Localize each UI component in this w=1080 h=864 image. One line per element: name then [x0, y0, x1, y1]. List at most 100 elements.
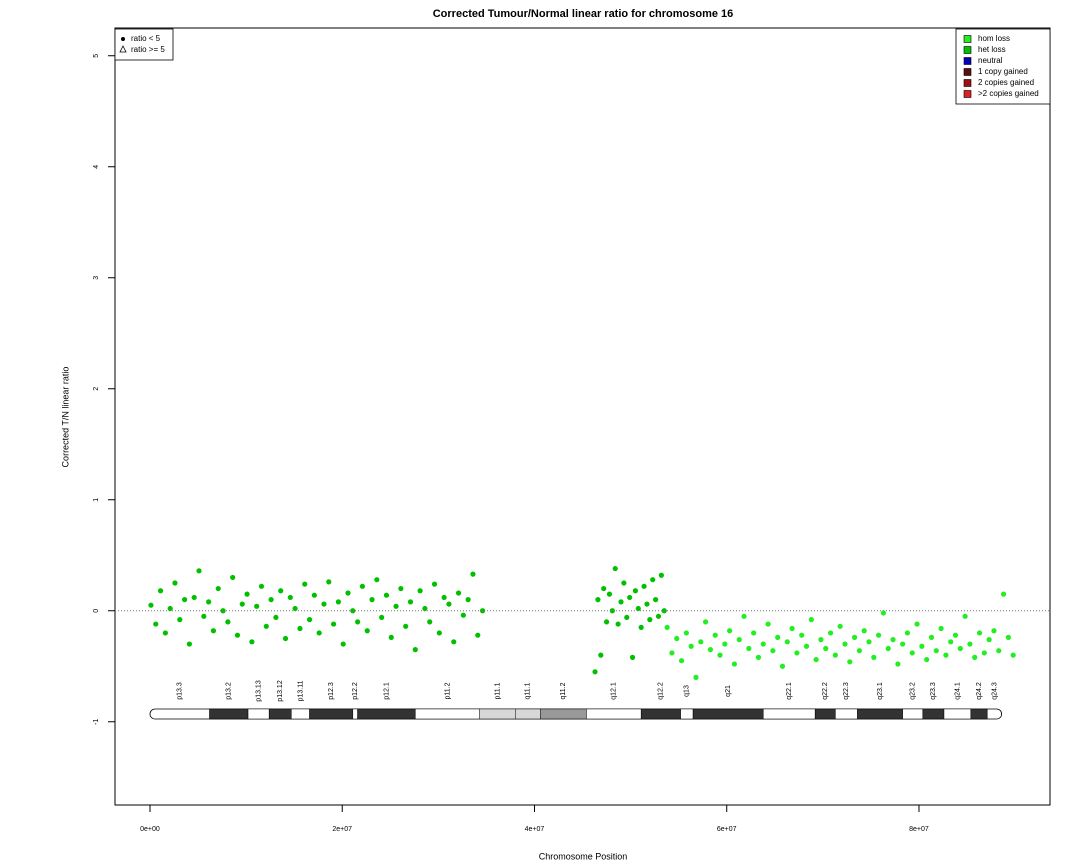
band-label: p13.12 [277, 680, 284, 702]
data-point [225, 619, 231, 625]
x-axis-label: Chromosome Position [539, 851, 628, 861]
band-label: p13.2 [226, 682, 233, 700]
data-point [330, 621, 337, 627]
data-point [900, 641, 906, 647]
data-point [383, 592, 390, 598]
ideogram-band [943, 708, 972, 720]
data-point [876, 632, 882, 638]
data-point [702, 619, 709, 625]
band-label: p12.1 [383, 682, 390, 700]
data-point [403, 623, 409, 629]
data-point [904, 630, 911, 636]
data-point [186, 641, 193, 647]
y-tick-label: 4 [93, 165, 100, 169]
data-point [856, 648, 862, 654]
y-tick-label: 0 [93, 609, 100, 613]
data-point [612, 565, 618, 572]
data-point [731, 661, 738, 667]
data-point [273, 614, 279, 621]
data-point [427, 619, 433, 625]
data-point [678, 658, 685, 664]
data-point [335, 599, 341, 605]
data-point [996, 648, 1002, 654]
data-point [813, 656, 819, 663]
ideogram-band [540, 708, 587, 720]
ideogram-band [209, 708, 249, 720]
data-point [374, 577, 380, 583]
data-point [282, 635, 289, 642]
band-label: q24.1 [954, 682, 961, 700]
data-point [669, 650, 675, 656]
legend-label: 2 copies gained [978, 78, 1034, 87]
data-point [417, 588, 423, 594]
data-point [688, 643, 694, 649]
data-point [647, 617, 653, 623]
legend-swatch [963, 79, 972, 87]
data-point [644, 601, 650, 607]
data-point [191, 594, 197, 601]
data-point [938, 625, 944, 632]
data-point [398, 585, 404, 592]
data-point [655, 613, 662, 619]
data-point [914, 621, 920, 627]
data-point [479, 608, 486, 614]
data-point [388, 634, 394, 640]
data-point [470, 571, 476, 577]
data-point [799, 632, 805, 638]
y-tick-label: 1 [93, 498, 100, 502]
data-point [928, 634, 935, 640]
data-point [962, 613, 968, 619]
data-point [210, 628, 217, 634]
plot-frame [114, 27, 1051, 806]
data-point [618, 599, 624, 605]
band-label: q11.2 [560, 682, 567, 699]
data-point [306, 617, 313, 623]
data-point [943, 652, 949, 658]
data-point [794, 650, 800, 656]
ideogram-band [586, 708, 642, 720]
ideogram-band [352, 708, 358, 720]
data-point [592, 669, 598, 675]
x-tick-label: 0e+00 [140, 826, 160, 833]
data-point [258, 583, 265, 589]
chart-title: Corrected Tumour/Normal linear ratio for… [433, 8, 734, 20]
data-point [234, 632, 241, 638]
data-point [215, 585, 221, 592]
data-point [727, 628, 733, 634]
ideogram-band [680, 708, 694, 720]
data-point [249, 639, 255, 645]
data-point [641, 583, 647, 589]
legend-swatch [963, 68, 972, 76]
data-point [755, 654, 762, 660]
legend-swatch [963, 90, 972, 98]
band-label: q22.1 [786, 682, 793, 700]
data-point [465, 597, 471, 603]
data-point [326, 579, 332, 585]
ideogram-band [835, 708, 858, 720]
legend-symbol [121, 37, 125, 41]
ideogram-band [291, 708, 310, 720]
data-point [379, 614, 385, 621]
data-point [789, 625, 795, 632]
data-point [595, 597, 601, 603]
data-point [683, 630, 689, 636]
data-point [919, 643, 925, 649]
data-point [967, 641, 973, 647]
data-point [345, 590, 351, 596]
band-label: q24.2 [976, 682, 983, 700]
ideogram-band [814, 708, 836, 720]
x-tick-label: 8e+07 [909, 826, 929, 833]
data-point [933, 648, 939, 654]
ideogram-band [902, 708, 924, 720]
data-point [842, 641, 848, 647]
data-point [393, 603, 399, 609]
data-point [460, 612, 466, 618]
band-label: q22.2 [822, 682, 829, 700]
data-point [818, 637, 824, 643]
data-point [615, 621, 621, 627]
legend-swatch [963, 35, 972, 43]
data-point [1005, 634, 1011, 640]
band-label: p13.13 [255, 680, 262, 702]
data-point [412, 647, 418, 653]
